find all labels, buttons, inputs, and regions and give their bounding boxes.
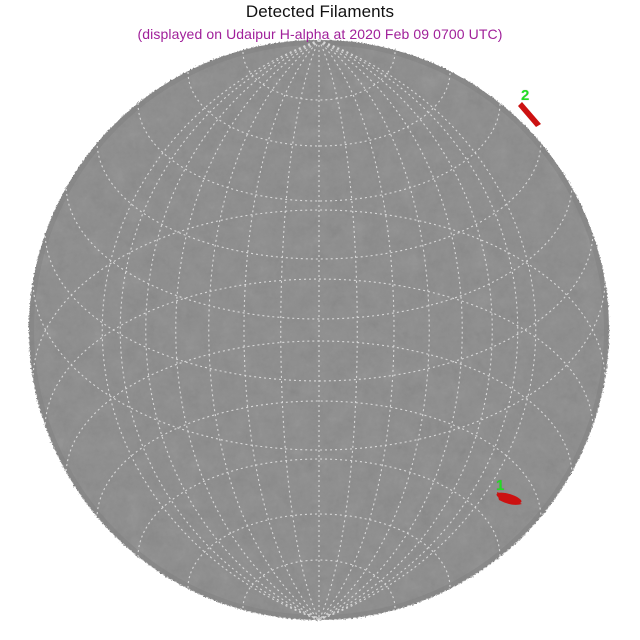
heliographic-grid — [29, 40, 609, 620]
filament-label-1: 1 — [496, 478, 504, 493]
filament-label-2: 2 — [521, 88, 529, 103]
filament-mark-2 — [518, 102, 541, 127]
page-subtitle: (displayed on Udaipur H-alpha at 2020 Fe… — [137, 26, 503, 42]
filament-label-2-text: 2 — [521, 87, 530, 104]
filament-marks — [496, 102, 541, 505]
page-title: Detected Filaments — [245, 2, 395, 21]
grid-meridians — [101, 40, 537, 620]
filament-mark-1 — [496, 492, 522, 505]
filament-label-1-text: 1 — [496, 477, 505, 494]
